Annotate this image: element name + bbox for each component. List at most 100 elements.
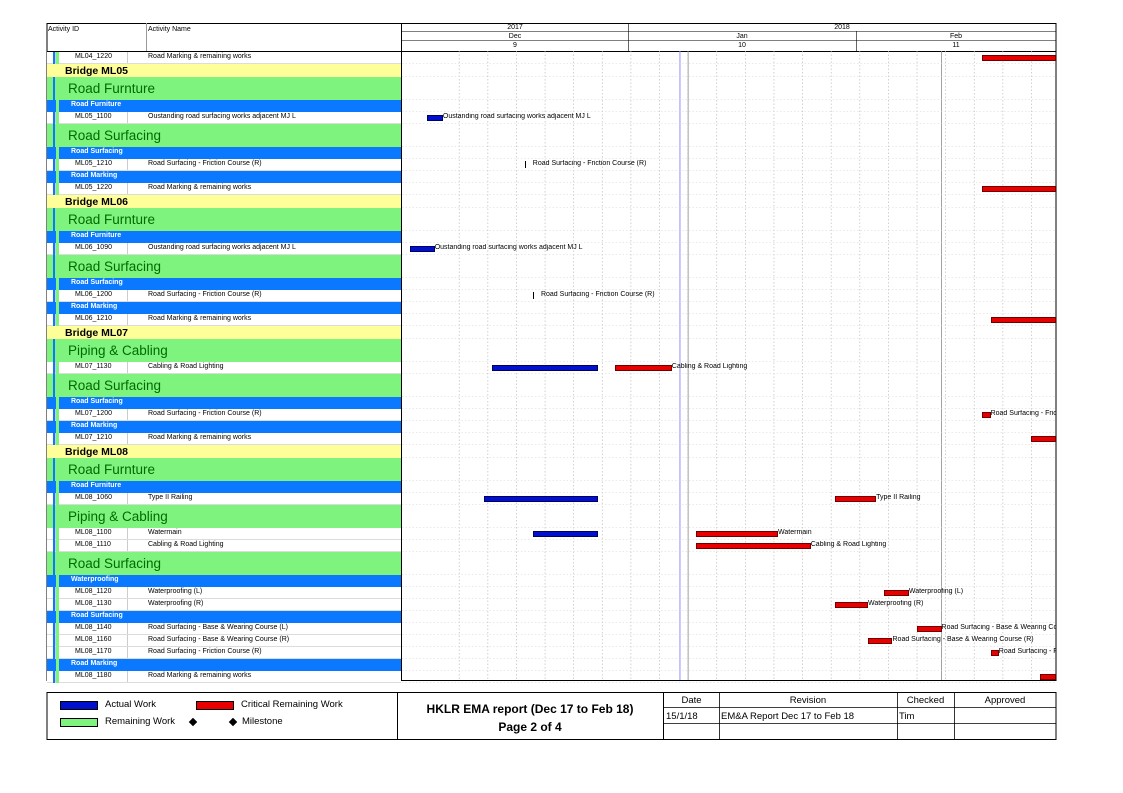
bridge-band-label: Bridge ML08 (65, 446, 129, 458)
sub-band-row: Road Marking (47, 421, 401, 433)
row-indent-strip (56, 659, 59, 671)
timescale-year-2017: 2017 (507, 24, 523, 31)
row-indent-strip (53, 124, 55, 147)
wbs-band-row: Road Surfacing (47, 255, 401, 278)
bar-label: Watermain (778, 529, 812, 536)
row-indent-strip (53, 611, 55, 623)
row-indent-strip (53, 445, 55, 458)
critical-remaining-bar (1031, 436, 1056, 442)
activity-name: Cabling & Road Lighting (148, 363, 224, 370)
activity-row: ML08_1110 Cabling & Road Lighting (47, 540, 401, 552)
wbs-band-label: Road Furnture (68, 462, 156, 477)
bar-label: Cabling & Road Lighting (671, 363, 748, 370)
wbs-band-row: Piping & Cabling (47, 505, 401, 528)
activity-id: ML08_1170 (75, 648, 112, 655)
activity-id: ML06_1090 (75, 244, 112, 251)
row-indent-strip (56, 599, 59, 611)
activity-row: ML08_1140 Road Surfacing - Base & Wearing… (47, 623, 401, 635)
bridge-band-row: Bridge ML07 (47, 326, 401, 339)
row-indent-strip (56, 587, 59, 599)
sub-band-row: Road Surfacing (47, 278, 401, 290)
title-block-checked: Tim (899, 711, 915, 722)
bar-label: Cabling & Road Lighting (810, 541, 887, 548)
activity-id-cell (55, 599, 128, 610)
wbs-band-row: Road Furnture (47, 458, 401, 481)
bar-label: Waterproofing (L) (908, 588, 964, 595)
actual-work-bar (491, 365, 599, 371)
row-indent-strip (53, 635, 55, 647)
activity-id: ML07_1130 (75, 363, 112, 370)
activity-name: Road Surfacing - Base & Wearing Course (… (148, 636, 290, 643)
critical-remaining-bar (835, 602, 868, 608)
activity-id: ML08_1180 (75, 672, 112, 679)
wbs-band-label: Road Furnture (68, 81, 156, 96)
sub-band-row: Road Furniture (47, 231, 401, 243)
row-indent-strip (56, 647, 59, 659)
sub-band-label: Road Surfacing (71, 612, 123, 619)
row-indent-strip (53, 159, 55, 171)
activity-name: Road Surfacing - Friction Course (R) (148, 648, 262, 655)
bar-label: Oustanding road surfacing works adjacent… (442, 113, 591, 120)
activity-row: ML07_1210 Road Marking & remaining works (47, 433, 401, 445)
wbs-band-label: Road Furnture (68, 212, 156, 227)
milestone-tick-mark (524, 161, 526, 168)
row-indent-strip (56, 159, 59, 171)
row-indent-strip (56, 243, 59, 255)
activity-id: ML08_1130 (75, 600, 112, 607)
activity-id: ML04_1220 (75, 53, 112, 60)
row-indent-strip (53, 421, 55, 433)
sub-band-row: Road Surfacing (47, 147, 401, 159)
row-indent-strip (53, 171, 55, 183)
activity-id: ML08_1110 (75, 541, 111, 548)
row-indent-strip (53, 647, 55, 659)
row-indent-strip (53, 528, 55, 540)
sub-band-row: Road Surfacing (47, 611, 401, 623)
activity-id: ML08_1100 (75, 529, 112, 536)
activity-name: Road Surfacing - Friction Course (R) (148, 160, 262, 167)
critical-remaining-bar (884, 590, 909, 596)
wbs-band-row: Road Furnture (47, 208, 401, 231)
timescale-month-jan: Jan (736, 33, 748, 40)
row-indent-strip (53, 302, 55, 314)
sub-band-label: Road Surfacing (71, 398, 123, 405)
row-indent-strip (56, 421, 59, 433)
footer-frame (46, 692, 1057, 740)
sub-band-row: Road Surfacing (47, 397, 401, 409)
row-indent-strip (56, 231, 59, 243)
row-indent-strip (56, 433, 59, 445)
row-indent-strip (53, 374, 55, 397)
row-indent-strip (53, 623, 55, 635)
row-indent-strip (56, 611, 59, 623)
row-indent-strip (53, 339, 55, 362)
critical-remaining-bar (1039, 674, 1056, 680)
row-indent-strip (56, 552, 59, 575)
activity-name: Oustanding road surfacing works adjacent… (148, 113, 296, 120)
sub-band-label: Road Marking (71, 660, 118, 667)
bar-label: Road Surfacing - Friction Course (R) (540, 291, 655, 298)
activity-id-cell (55, 290, 128, 301)
row-indent-strip (53, 231, 55, 243)
activity-name: Watermain (148, 529, 182, 536)
legend-actual-swatch (60, 701, 98, 710)
critical-remaining-bar (696, 531, 779, 537)
row-indent-strip (53, 493, 55, 505)
timescale-year-2018: 2018 (834, 24, 850, 31)
legend-remaining-label: Remaining Work (105, 716, 176, 727)
activity-id-cell (55, 112, 128, 123)
actual-work-bar (410, 246, 435, 252)
row-indent-strip (56, 124, 59, 147)
row-indent-strip (53, 77, 55, 100)
sub-band-label: Road Surfacing (71, 148, 123, 155)
timescale-week-10: 10 (738, 42, 746, 49)
critical-remaining-bar (867, 638, 893, 644)
row-indent-strip (53, 481, 55, 493)
row-indent-strip (56, 374, 59, 397)
wbs-band-label: Road Surfacing (68, 556, 162, 571)
row-indent-strip (56, 397, 59, 409)
bar-label: Road Surfacing - Friction Co (990, 410, 1056, 417)
sub-band-label: Road Furniture (71, 232, 122, 239)
critical-remaining-bar (990, 650, 999, 656)
wbs-band-label: Road Surfacing (68, 259, 162, 274)
activity-id-cell (55, 159, 128, 170)
